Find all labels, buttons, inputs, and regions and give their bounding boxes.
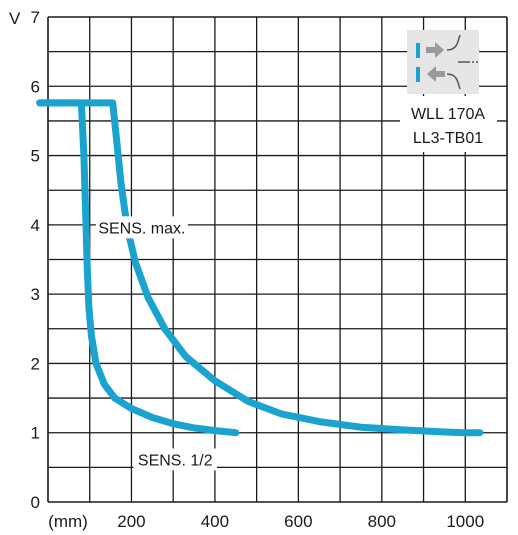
series-line — [36, 99, 484, 437]
sensor-legend-background — [400, 96, 497, 152]
emit-arrow — [426, 42, 444, 58]
x-tick-label: 600 — [284, 512, 312, 531]
y-tick-label: 5 — [31, 147, 40, 166]
sensor-model-line-1: WLL 170A — [411, 106, 485, 123]
emitter-bar — [416, 43, 420, 58]
series-annotations: SENS. max. SENS. 1/2 — [95, 216, 217, 471]
receive-arrow — [427, 66, 445, 82]
sensor-model-line-2: LL3-TB01 — [413, 130, 483, 147]
x-tick-label: 400 — [201, 512, 229, 531]
y-tick-label: 4 — [31, 216, 40, 235]
x-tick-label: 200 — [117, 512, 145, 531]
fiber-optic-emitter-receiver-icon — [407, 30, 479, 94]
annotation-background — [95, 216, 188, 239]
y-axis-unit: V — [9, 9, 21, 28]
series-line — [36, 99, 240, 437]
fiber-lines — [446, 34, 468, 90]
series-group — [36, 99, 484, 437]
sensor-legend-box: WLL 170A LL3-TB01 — [400, 30, 497, 152]
y-tick-label: 1 — [31, 424, 40, 443]
y-tick-label: 6 — [31, 77, 40, 96]
receiver-bar — [416, 67, 420, 82]
y-tick-label: 3 — [31, 285, 40, 304]
annotation-background — [133, 448, 217, 471]
tick-labels: 0 1 2 3 4 5 6 7 200 400 600 800 1000 — [31, 8, 485, 531]
y-tick-label: 7 — [31, 8, 40, 27]
series-annotation-label: SENS. 1/2 — [138, 452, 213, 469]
y-tick-label: 0 — [31, 493, 40, 512]
series-annotation-label: SENS. max. — [98, 220, 185, 237]
x-tick-label: 1000 — [446, 512, 484, 531]
x-axis-unit: (mm) — [48, 512, 88, 531]
y-tick-label: 2 — [31, 354, 40, 373]
x-tick-label: 800 — [368, 512, 396, 531]
